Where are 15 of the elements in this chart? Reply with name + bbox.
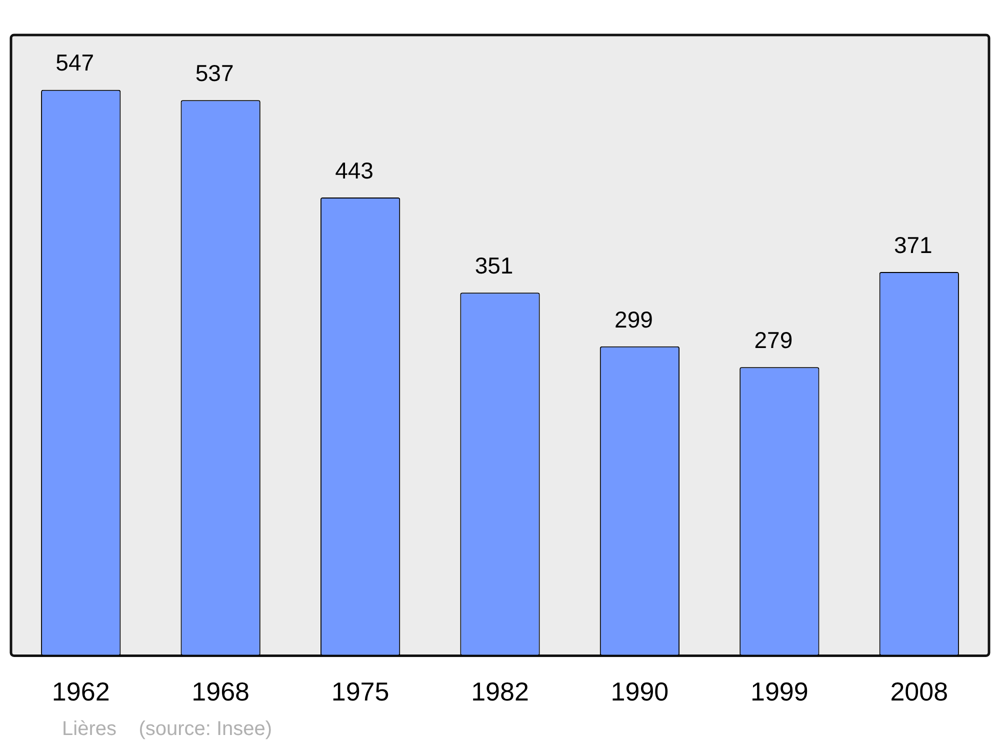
data-label: 371: [894, 232, 932, 258]
data-label: 299: [614, 306, 653, 332]
x-tick-label: 1999: [750, 676, 808, 707]
x-tick-label: 1962: [52, 676, 110, 707]
x-tick-label: 2008: [890, 676, 948, 707]
text: Lières (source: Insee): [62, 718, 272, 741]
data-label: 279: [754, 326, 793, 353]
x-tick-label: 1990: [610, 676, 669, 707]
x-tick-label: 1982: [471, 676, 529, 707]
data-label: 351: [474, 252, 514, 278]
x-tick-label: 1975: [331, 676, 390, 707]
data-label: 547: [56, 50, 94, 76]
data-label: 443: [335, 157, 374, 184]
data-label: 537: [195, 60, 234, 86]
x-tick-label: 1968: [192, 676, 250, 707]
